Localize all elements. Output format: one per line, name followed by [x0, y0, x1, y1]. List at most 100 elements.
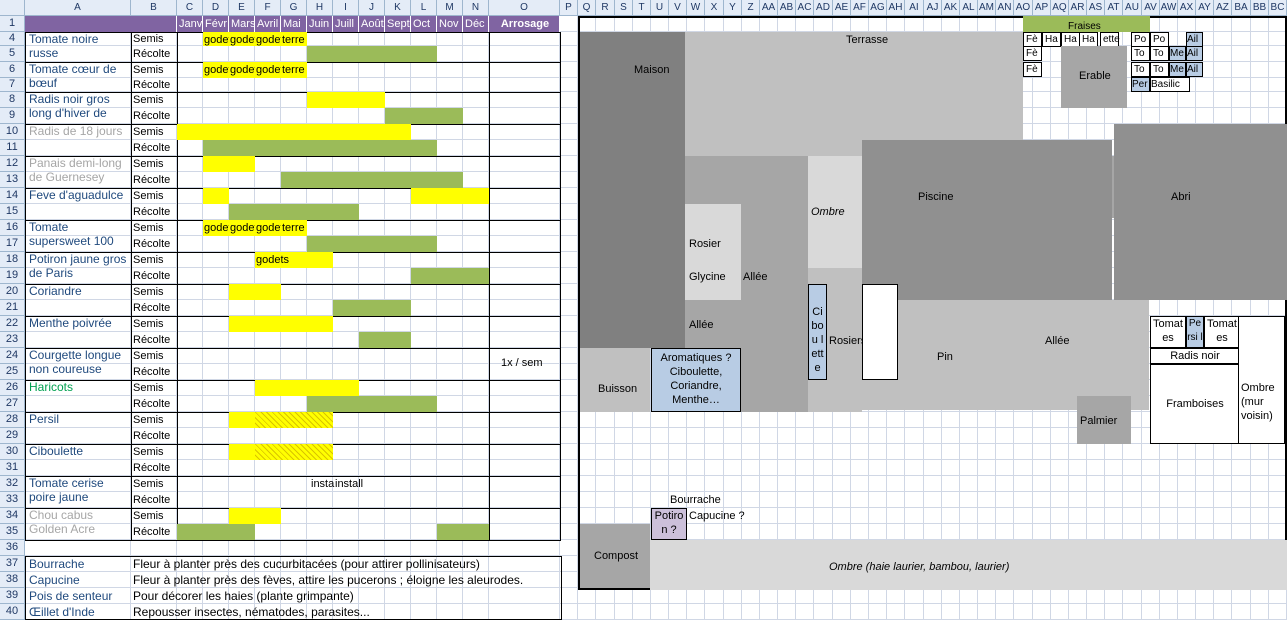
row-header-11[interactable]: 11	[0, 140, 25, 156]
column-header-AY[interactable]: AY	[1196, 0, 1214, 16]
column-header-L[interactable]: L	[411, 0, 437, 16]
row-header-22[interactable]: 22	[0, 316, 25, 332]
row-header-10[interactable]: 10	[0, 124, 25, 140]
column-header-K[interactable]: K	[385, 0, 411, 16]
plant-name: Potiron jaune gros de Paris	[29, 252, 127, 280]
row-header-18[interactable]: 18	[0, 252, 25, 268]
column-header-AT[interactable]: AT	[1105, 0, 1123, 16]
column-header-H[interactable]: H	[307, 0, 333, 16]
column-header-AE[interactable]: AE	[833, 0, 851, 16]
row-header-30[interactable]: 30	[0, 444, 25, 460]
row-header-27[interactable]: 27	[0, 396, 25, 412]
row-header-37[interactable]: 37	[0, 556, 25, 572]
row-header-35[interactable]: 35	[0, 524, 25, 540]
column-header-AR[interactable]: AR	[1069, 0, 1087, 16]
sowing-period-bar: godets	[255, 252, 333, 268]
column-header-C[interactable]: C	[177, 0, 203, 16]
column-header-AL[interactable]: AL	[960, 0, 978, 16]
column-header-D[interactable]: D	[203, 0, 229, 16]
row-header-6[interactable]: 6	[0, 62, 25, 78]
row-header-1[interactable]: 1	[0, 16, 25, 32]
select-all-corner[interactable]	[0, 0, 25, 16]
column-header-N[interactable]: N	[463, 0, 489, 16]
column-header-R[interactable]: R	[596, 0, 615, 16]
column-header-J[interactable]: J	[359, 0, 385, 16]
column-header-O[interactable]: O	[489, 0, 560, 16]
column-header-AA[interactable]: AA	[760, 0, 778, 16]
row-header-5[interactable]: 5	[0, 46, 25, 62]
row-header-29[interactable]: 29	[0, 428, 25, 444]
row-header-19[interactable]: 19	[0, 268, 25, 284]
column-header-AD[interactable]: AD	[814, 0, 833, 16]
column-header-Z[interactable]: Z	[742, 0, 760, 16]
column-header-AB[interactable]: AB	[778, 0, 796, 16]
row-header-28[interactable]: 28	[0, 412, 25, 428]
gridline-horizontal	[25, 443, 1287, 444]
column-header-AU[interactable]: AU	[1123, 0, 1142, 16]
column-header-AK[interactable]: AK	[942, 0, 960, 16]
column-header-U[interactable]: U	[651, 0, 669, 16]
row-header-14[interactable]: 14	[0, 188, 25, 204]
column-header-AW[interactable]: AW	[1160, 0, 1178, 16]
column-header-T[interactable]: T	[633, 0, 651, 16]
row-header-15[interactable]: 15	[0, 204, 25, 220]
row-header-38[interactable]: 38	[0, 572, 25, 588]
row-header-8[interactable]: 8	[0, 92, 25, 108]
column-header-B[interactable]: B	[131, 0, 177, 16]
row-header-13[interactable]: 13	[0, 172, 25, 188]
column-header-AG[interactable]: AG	[869, 0, 887, 16]
row-header-16[interactable]: 16	[0, 220, 25, 236]
row-header-23[interactable]: 23	[0, 332, 25, 348]
row-header-7[interactable]: 7	[0, 78, 25, 92]
column-header-F[interactable]: F	[255, 0, 281, 16]
column-header-AS[interactable]: AS	[1087, 0, 1105, 16]
column-header-AI[interactable]: AI	[905, 0, 924, 16]
gridline-vertical	[384, 16, 385, 620]
row-header-17[interactable]: 17	[0, 236, 25, 252]
row-header-12[interactable]: 12	[0, 156, 25, 172]
column-header-AN[interactable]: AN	[996, 0, 1014, 16]
row-header-39[interactable]: 39	[0, 588, 25, 604]
row-header-9[interactable]: 9	[0, 108, 25, 124]
row-header-24[interactable]: 24	[0, 348, 25, 364]
column-header-W[interactable]: W	[687, 0, 705, 16]
row-header-21[interactable]: 21	[0, 300, 25, 316]
column-header-M[interactable]: M	[437, 0, 463, 16]
column-header-AC[interactable]: AC	[796, 0, 814, 16]
gridline-vertical	[559, 16, 560, 620]
column-header-E[interactable]: E	[229, 0, 255, 16]
column-header-AQ[interactable]: AQ	[1051, 0, 1069, 16]
column-header-AJ[interactable]: AJ	[924, 0, 942, 16]
column-header-AF[interactable]: AF	[851, 0, 869, 16]
column-header-A[interactable]: A	[25, 0, 131, 16]
row-header-31[interactable]: 31	[0, 460, 25, 476]
column-header-Q[interactable]: Q	[578, 0, 596, 16]
column-header-AP[interactable]: AP	[1033, 0, 1051, 16]
row-header-33[interactable]: 33	[0, 492, 25, 508]
column-header-AV[interactable]: AV	[1142, 0, 1160, 16]
column-header-BC[interactable]: BC	[1269, 0, 1287, 16]
row-header-20[interactable]: 20	[0, 284, 25, 300]
row-header-36[interactable]: 36	[0, 540, 25, 556]
row-header-34[interactable]: 34	[0, 508, 25, 524]
column-header-G[interactable]: G	[281, 0, 307, 16]
column-header-Y[interactable]: Y	[724, 0, 742, 16]
column-header-V[interactable]: V	[669, 0, 687, 16]
column-header-S[interactable]: S	[615, 0, 633, 16]
column-header-AH[interactable]: AH	[887, 0, 905, 16]
row-header-40[interactable]: 40	[0, 604, 25, 620]
plot-ha: Ha	[1061, 32, 1080, 47]
column-header-X[interactable]: X	[705, 0, 724, 16]
row-header-26[interactable]: 26	[0, 380, 25, 396]
row-header-32[interactable]: 32	[0, 476, 25, 492]
column-header-I[interactable]: I	[333, 0, 359, 16]
column-header-AM[interactable]: AM	[978, 0, 996, 16]
row-header-4[interactable]: 4	[0, 32, 25, 46]
column-header-BB[interactable]: BB	[1251, 0, 1269, 16]
column-header-AZ[interactable]: AZ	[1214, 0, 1232, 16]
column-header-AO[interactable]: AO	[1014, 0, 1033, 16]
row-header-25[interactable]: 25	[0, 364, 25, 380]
column-header-BA[interactable]: BA	[1232, 0, 1251, 16]
column-header-P[interactable]: P	[560, 0, 578, 16]
column-header-AX[interactable]: AX	[1178, 0, 1196, 16]
